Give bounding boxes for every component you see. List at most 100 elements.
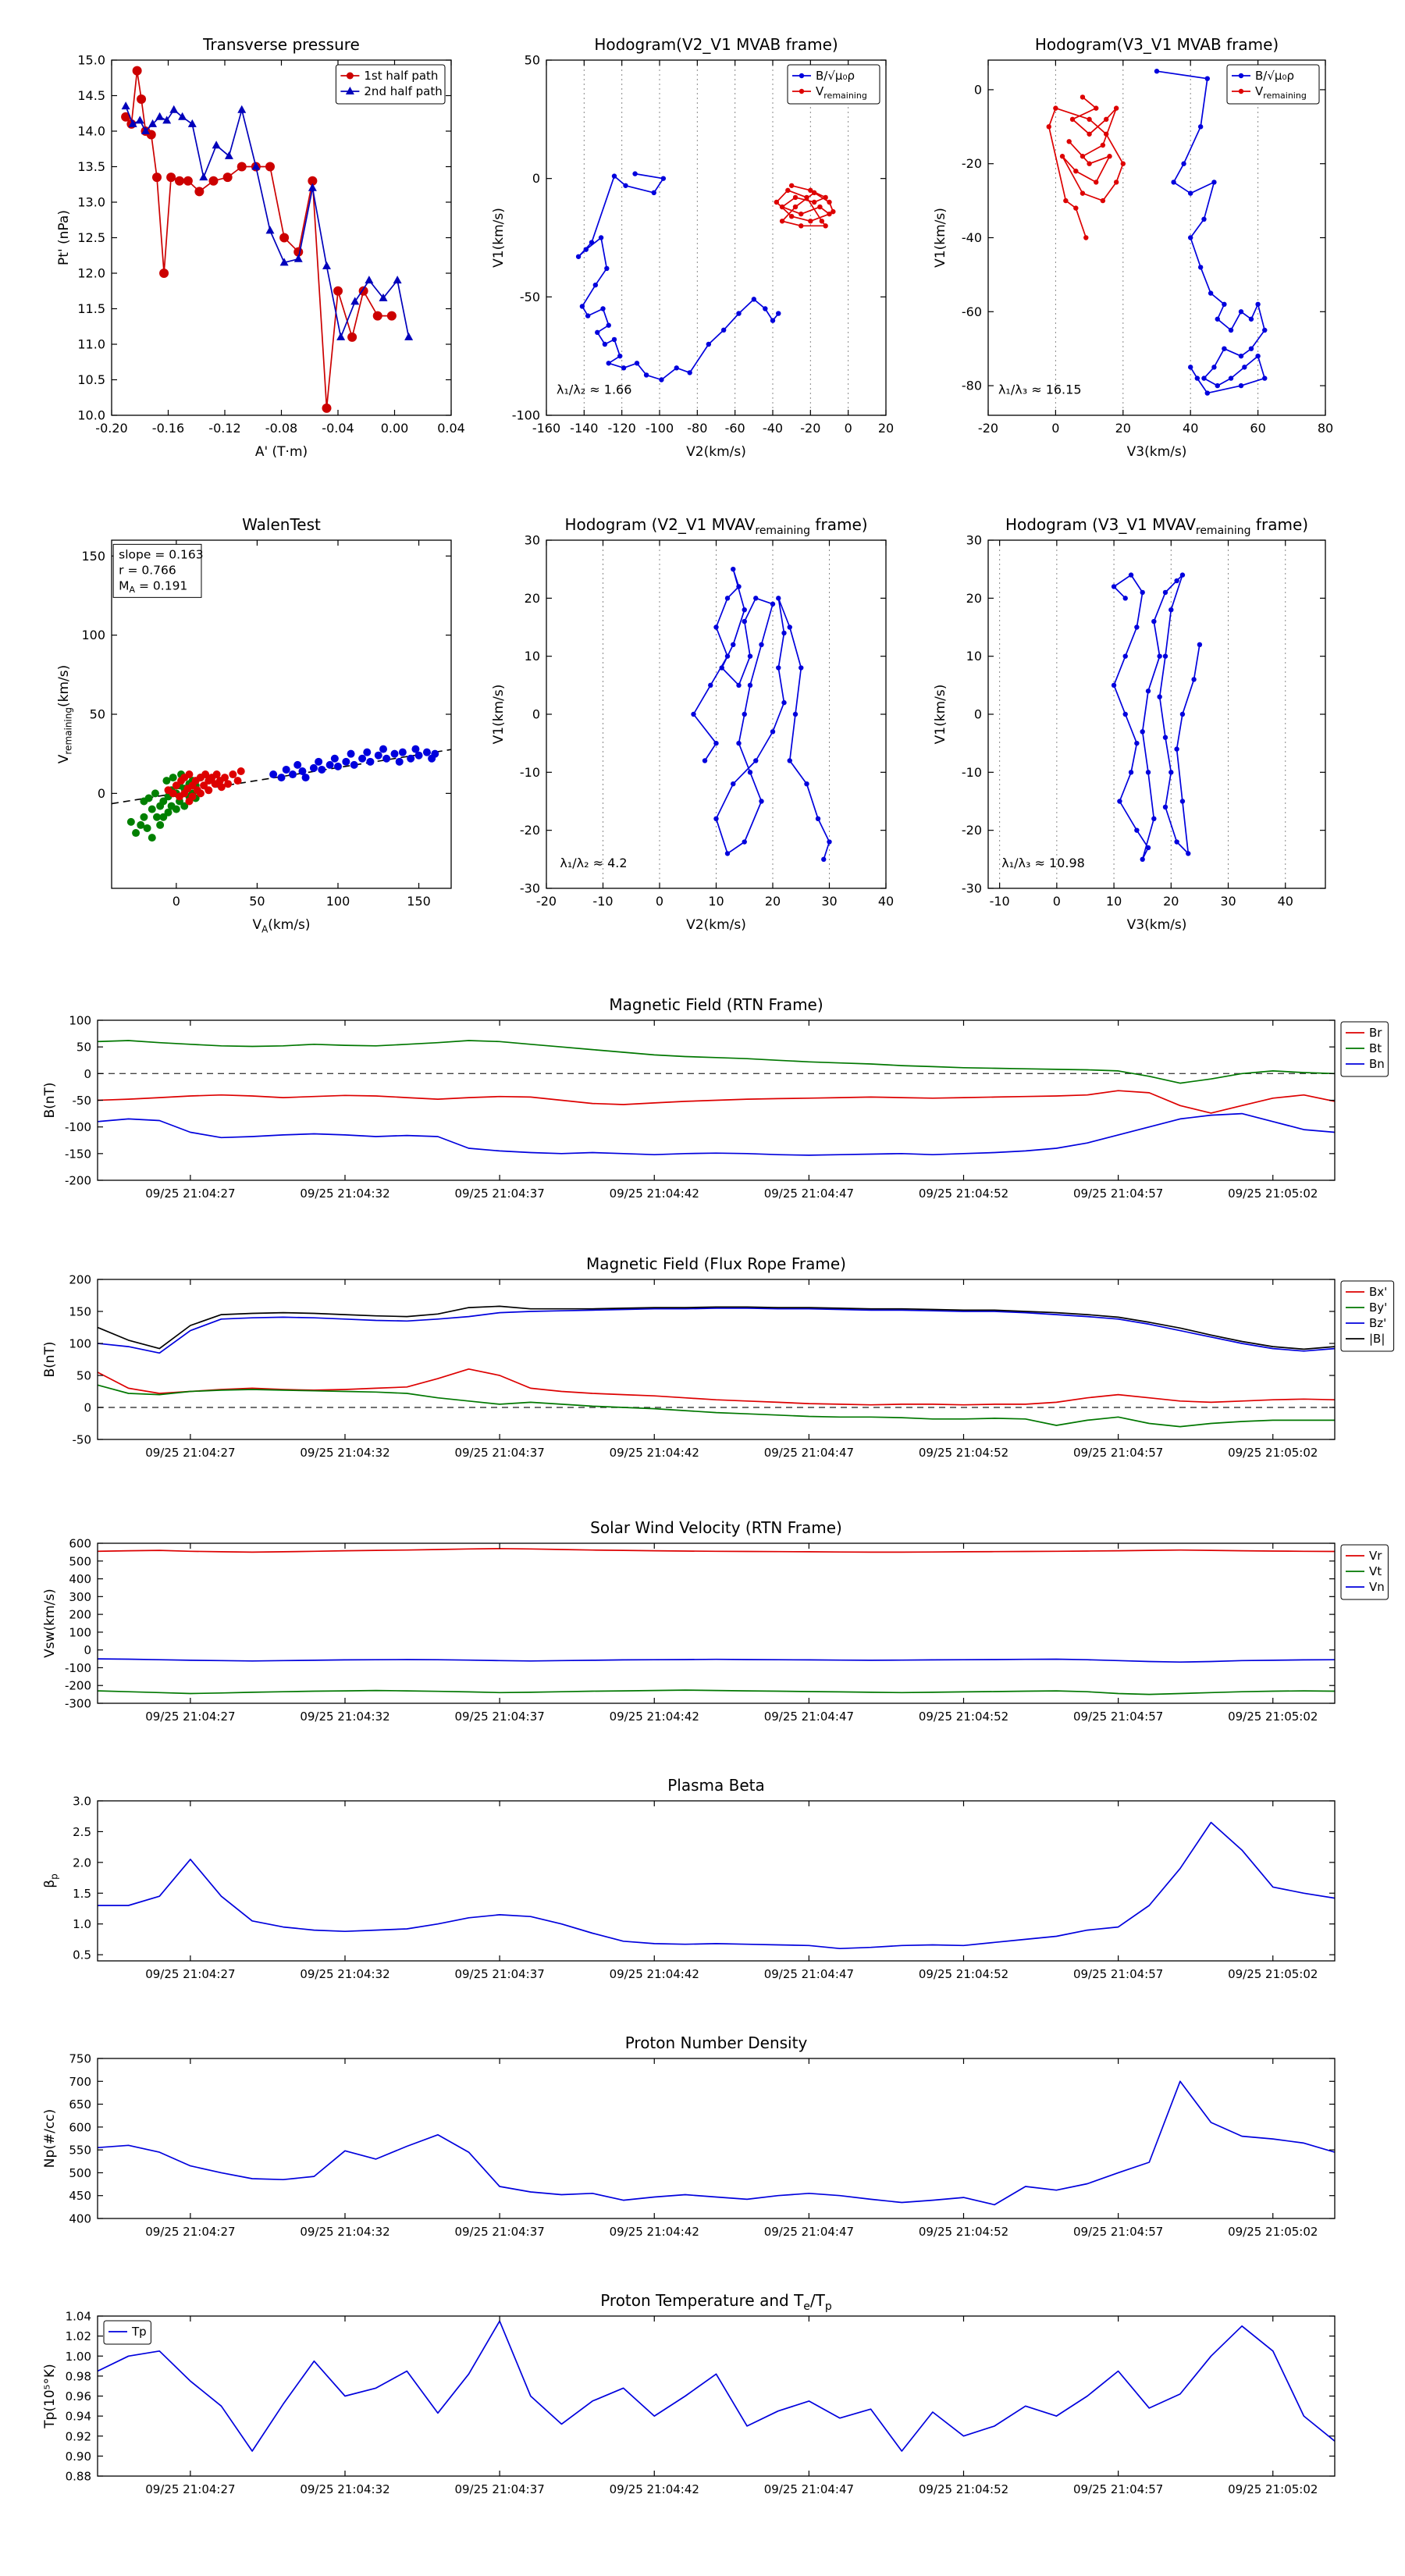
svg-text:13.0: 13.0: [77, 195, 105, 210]
svg-text:09/25 21:04:52: 09/25 21:04:52: [919, 1710, 1008, 1724]
svg-text:60: 60: [1250, 421, 1265, 436]
svg-text:0.94: 0.94: [66, 2410, 91, 2424]
chart-svg: -20 -10 0 10 20 30 40-30-20-100102030Hodogram …: [491, 515, 894, 933]
chart-hodogram-v2v1-mvav: -20 -10 0 10 20 30 40 -30 -20 -10 0 10 20 30 Hodogram …: [478, 500, 903, 952]
svg-text:09/25 21:04:32: 09/25 21:04:32: [300, 1967, 389, 1981]
svg-text:09/25 21:04:47: 09/25 21:04:47: [764, 1446, 854, 1460]
svg-text:0: 0: [845, 421, 852, 436]
svg-text:10.5: 10.5: [77, 372, 105, 387]
svg-text:09/25 21:05:02: 09/25 21:05:02: [1228, 1967, 1318, 1981]
svg-text:Hodogram(V2_V1 MVAB frame): Hodogram(V2_V1 MVAB frame): [594, 35, 838, 54]
svg-text:1.02: 1.02: [66, 2329, 91, 2343]
svg-text:-0.16: -0.16: [152, 421, 184, 436]
svg-text:09/25 21:04:47: 09/25 21:04:47: [764, 2225, 854, 2239]
svg-text:1.00: 1.00: [66, 2350, 91, 2364]
svg-text:0: 0: [84, 1643, 91, 1657]
svg-text:0.88: 0.88: [66, 2470, 91, 2484]
svg-text:10.0: 10.0: [77, 408, 105, 423]
svg-text:750: 750: [69, 2052, 91, 2066]
svg-text:09/25 21:04:57: 09/25 21:04:57: [1073, 1967, 1163, 1981]
svg-text:20: 20: [966, 591, 982, 606]
svg-text:100: 100: [81, 628, 105, 642]
svg-text:10: 10: [708, 894, 724, 909]
svg-text:650: 650: [69, 2097, 91, 2112]
svg-text:Tp(10⁵°K): Tp(10⁵°K): [42, 2364, 58, 2429]
svg-text:40: 40: [878, 894, 894, 909]
svg-text:-100: -100: [65, 1120, 91, 1134]
svg-text:WalenTest: WalenTest: [242, 515, 321, 534]
svg-text:0: 0: [1053, 894, 1061, 909]
svg-text:0: 0: [173, 894, 180, 909]
svg-text:20: 20: [765, 894, 781, 909]
svg-text:-60: -60: [725, 421, 745, 436]
svg-text:09/25 21:04:32: 09/25 21:04:32: [300, 2482, 389, 2496]
svg-text:Vremaining​: Vremaining​: [816, 84, 867, 101]
svg-text:30: 30: [821, 894, 837, 909]
chart-walen-test: 0 50 100 150 0 50 100 150 WalenTest VA​(km/s) Vrem…: [43, 500, 468, 952]
svg-text:0: 0: [1051, 421, 1059, 436]
svg-text:2nd half path: 2nd half path: [364, 84, 442, 98]
svg-text:11.0: 11.0: [77, 337, 105, 352]
svg-text:0: 0: [974, 707, 982, 722]
svg-text:-30: -30: [962, 881, 982, 896]
svg-text:-30: -30: [520, 881, 540, 896]
svg-text:V3(km/s): V3(km/s): [1127, 917, 1187, 933]
svg-text:50: 50: [76, 1041, 91, 1055]
svg-text:Bx': Bx': [1369, 1285, 1387, 1299]
svg-text:09/25 21:04:27: 09/25 21:04:27: [145, 2225, 235, 2239]
chart-magnetic-field-rtn: 09/25 21:04:27 09/25 21:04:32 09/25 21:04:…: [16, 985, 1403, 1219]
svg-text:12.5: 12.5: [77, 230, 105, 245]
svg-text:Bt: Bt: [1369, 1041, 1382, 1055]
svg-text:-40: -40: [763, 421, 783, 436]
svg-text:09/25 21:04:37: 09/25 21:04:37: [454, 1446, 544, 1460]
svg-text:09/25 21:04:32: 09/25 21:04:32: [300, 1187, 389, 1201]
svg-text:V1(km/s): V1(km/s): [491, 685, 507, 745]
svg-text:By': By': [1369, 1300, 1387, 1315]
svg-text:-100: -100: [646, 421, 674, 436]
svg-text:Proton Temperature and Te​/Tp​: Proton Temperature and Te​/Tp​: [600, 2291, 832, 2313]
svg-text:20: 20: [1163, 894, 1179, 909]
svg-text:-60: -60: [962, 304, 982, 319]
svg-text:09/25 21:04:42: 09/25 21:04:42: [610, 1967, 699, 1981]
svg-text:Pt' (nPa): Pt' (nPa): [56, 210, 72, 265]
svg-text:0.5: 0.5: [73, 1948, 91, 1962]
svg-text:30: 30: [966, 533, 982, 548]
svg-text:09/25 21:04:52: 09/25 21:04:52: [919, 1446, 1008, 1460]
svg-text:400: 400: [69, 1572, 91, 1586]
svg-text:Vn: Vn: [1369, 1580, 1385, 1594]
svg-text:-20: -20: [962, 823, 982, 838]
svg-text:40: 40: [1183, 421, 1198, 436]
svg-text:09/25 21:04:32: 09/25 21:04:32: [300, 2225, 389, 2239]
svg-text:12.0: 12.0: [77, 266, 105, 281]
svg-text:09/25 21:04:52: 09/25 21:04:52: [919, 2225, 1008, 2239]
chart-svg: -160 -140 -120 -100 -80 -60 -40 -20 0 20 -100 -50 0 5…: [491, 35, 894, 460]
svg-text:09/25 21:04:37: 09/25 21:04:37: [454, 2482, 544, 2496]
svg-text:-20: -20: [536, 894, 557, 909]
svg-text:500: 500: [69, 2166, 91, 2180]
svg-text:B(nT): B(nT): [42, 1082, 58, 1118]
svg-text:09/25 21:04:57: 09/25 21:04:57: [1073, 2482, 1163, 2496]
svg-text:0: 0: [84, 1401, 91, 1415]
svg-text:Bz': Bz': [1369, 1316, 1386, 1330]
svg-text:V2(km/s): V2(km/s): [686, 444, 746, 460]
svg-text:09/25 21:04:37: 09/25 21:04:37: [454, 1187, 544, 1201]
svg-text:1st half path: 1st half path: [364, 69, 438, 83]
svg-text:-50: -50: [73, 1094, 92, 1108]
chart-hodogram-v3v1-mvav: -10 0 10 20 30 40 -30 -20 -10 0 10 20 30 Hodogram (V3…: [919, 500, 1345, 952]
svg-text:λ₁/λ₃ ≈ 16.15: λ₁/λ₃ ≈ 16.15: [998, 382, 1082, 397]
svg-text:550: 550: [69, 2144, 91, 2158]
svg-text:09/25 21:04:27: 09/25 21:04:27: [145, 1446, 235, 1460]
svg-text:200: 200: [69, 1273, 91, 1287]
chart-hodogram-v3v1-mvab: -20 0 20 40 60 80 0 -20 -40 -60 -80 Hodogram(V3_V1 …: [919, 20, 1345, 476]
svg-text:0: 0: [656, 894, 663, 909]
svg-text:10: 10: [525, 649, 540, 664]
svg-text:Hodogram (V3_V1 MVAVremaining​: Hodogram (V3_V1 MVAVremaining​ frame): [1005, 515, 1308, 537]
svg-text:0.96: 0.96: [66, 2389, 91, 2403]
svg-text:-100: -100: [65, 1661, 91, 1675]
svg-text:-10: -10: [990, 894, 1010, 909]
svg-text:100: 100: [326, 894, 350, 909]
svg-text:Vremaining​(km/s): Vremaining​(km/s): [56, 665, 73, 764]
svg-text:09/25 21:04:57: 09/25 21:04:57: [1073, 2225, 1163, 2239]
svg-text:40: 40: [1278, 894, 1293, 909]
svg-text:βp​: βp​: [42, 1873, 59, 1888]
